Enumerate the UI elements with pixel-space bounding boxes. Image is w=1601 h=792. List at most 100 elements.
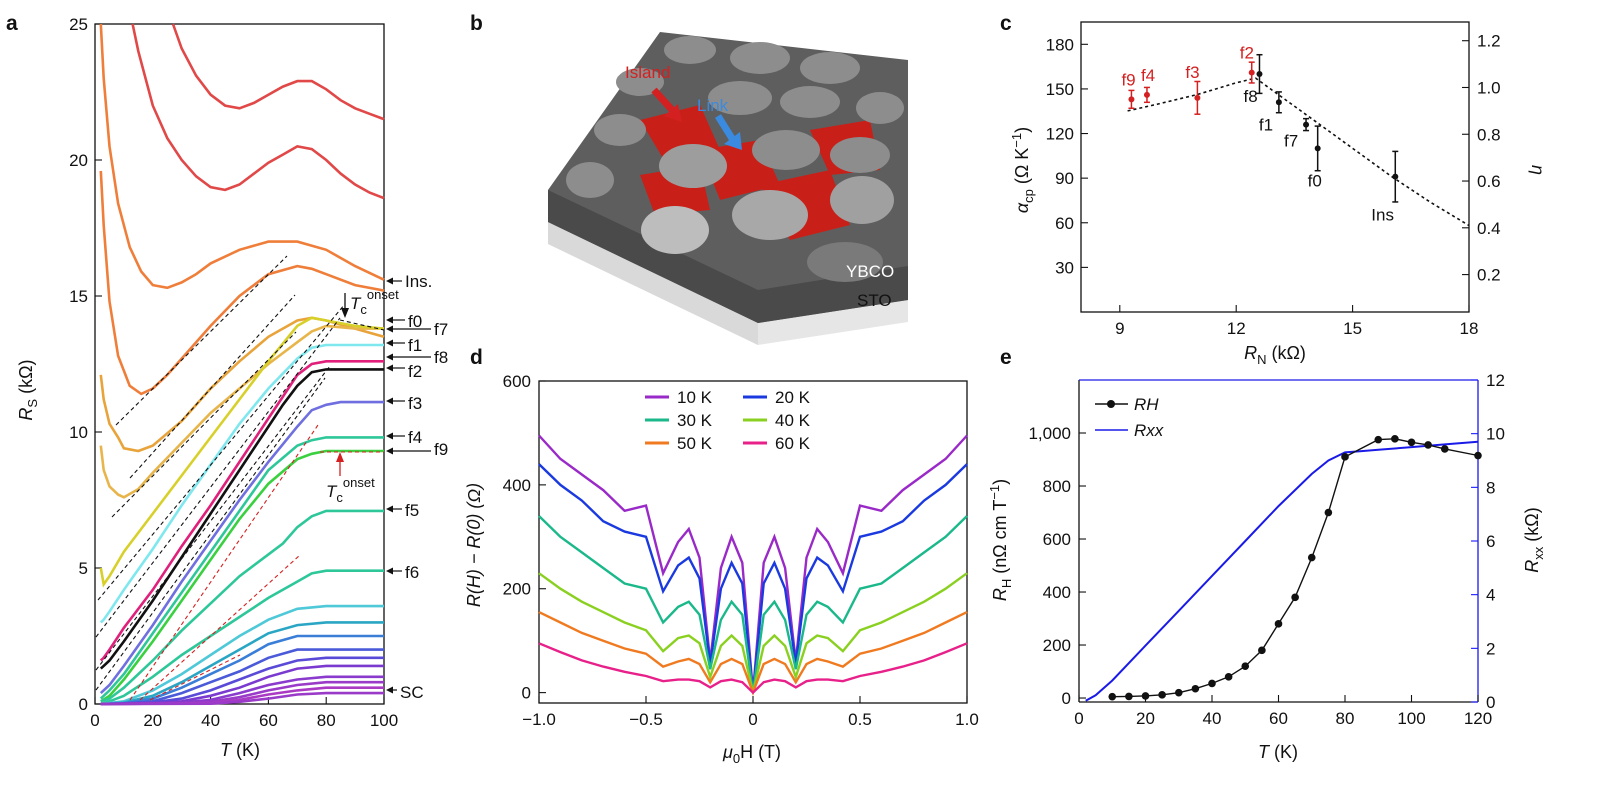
panel-a-y-ticks: 0 5 10 15 20 25 [69,15,102,714]
curve-label-arrowhead [386,432,393,440]
data-point [1392,173,1399,180]
rs-curve [100,621,384,706]
rh-point [1474,451,1482,460]
curve-label-arrowhead [386,505,393,513]
rs-curve [100,569,384,706]
panel-a-axes-frame [94,23,385,705]
panel-e-legend: RH Rxx [1095,395,1164,440]
legend-label: 30 K [677,411,713,430]
rh-point [1224,673,1233,681]
tc-onset-arrow-top [341,293,349,318]
curve-label-arrowhead [386,353,393,361]
link-arrow [715,114,742,150]
curve-label-SC: SC [400,683,424,702]
data-point [1248,69,1255,76]
point-label: f1 [1259,115,1273,134]
rs-curve [99,360,384,662]
panel-c-letter: c [1000,12,1012,35]
curve-label-arrowhead [386,325,393,333]
rs-curve [99,316,385,588]
y2-tick-label: 0.4 [1477,219,1501,238]
x-tick-label: 80 [317,711,336,730]
rh-curve [1112,438,1479,698]
legend-label: 50 K [677,434,713,453]
rh-point [1341,453,1349,461]
data-point [1143,91,1150,98]
sample-illustration: Island Link YBCO STO [548,32,908,345]
curve-label-f0: f0 [408,312,422,331]
rh-point [1391,435,1399,443]
panel-d-curves [538,434,968,697]
panel-c-axes-frame [1080,21,1470,313]
panel-d-x-ticks: −1.0 −0.5 0 0.5 1.0 [522,696,979,729]
data-point [1194,94,1201,101]
y-tick-label: 600 [503,372,531,391]
island-arrow [651,87,682,122]
panel-e-x-label: T (K) [1258,742,1298,762]
rh-point [1108,692,1117,701]
rh-point [1208,679,1216,688]
legend-label-rh: RH [1134,395,1159,414]
point-label: f8 [1243,87,1257,106]
hole-array [566,36,904,282]
curve-label-Ins: Ins. [405,272,432,291]
rs-curve [100,634,384,706]
panel-c-x-ticks: 9 12 15 18 [1115,305,1478,338]
y2-tick-label: 1.0 [1477,78,1501,97]
rs-curve [100,691,384,706]
curve-label-arrowhead [386,447,393,455]
y-tick-label: 600 [1043,530,1071,549]
curve-label-f6: f6 [405,563,419,582]
magnetoresistance-curve [538,434,968,693]
rs-curve [100,604,384,706]
x-tick-label: 12 [1227,319,1246,338]
y2-tick-label: 2 [1486,639,1495,658]
point-label: Ins [1371,206,1394,225]
x-tick-label: 0 [748,710,757,729]
sto-substrate [548,222,908,345]
rh-point [1158,691,1166,699]
panel-d-y-ticks: 0 200 400 600 [503,372,546,703]
rh-point [1407,438,1416,447]
panel-a-x-ticks: 0 20 40 60 80 100 [90,697,398,730]
panel-a-curve-labels: Ins. f0 f7 f1 f8 f2 f3 f4 f9 f5 f6 SC [386,272,448,702]
x-tick-label: 40 [1203,709,1222,728]
panel-c: c 9 12 15 18 30 60 90 120 150 180 0.2 0.4 0.6 0.8 1.… [1000,12,1548,367]
x-tick-label: −1.0 [522,710,556,729]
panel-d: d −1.0 −0.5 0 0.5 1.0 0 200 400 600 10 K 20 K 30 … [464,346,979,766]
panel-e-x-ticks: 0 20 40 60 80 100 120 [1074,695,1492,728]
rs-curve [99,400,384,695]
x-tick-label: 100 [370,711,398,730]
panel-d-axes-frame [538,380,968,704]
y-tick-label: 0 [1062,689,1071,708]
y2-tick-label: 0.8 [1477,125,1501,144]
y-tick-label: 0 [522,684,531,703]
x-tick-label: 40 [201,711,220,730]
y-tick-label: 1,000 [1028,424,1071,443]
rs-curve [171,23,385,121]
x-tick-label: 9 [1115,319,1124,338]
magnetoresistance-curve [538,572,968,693]
curve-label-arrowhead [386,567,393,575]
rh-point [1291,593,1299,602]
point-label: f7 [1284,132,1298,151]
legend-label: 40 K [775,411,811,430]
x-tick-label: 60 [1269,709,1288,728]
rh-point [1191,684,1200,693]
y-tick-label: 200 [503,580,531,599]
y-tick-label: 120 [1046,125,1074,144]
rh-point [1307,553,1316,562]
curve-label-f2: f2 [408,362,422,381]
panel-e-y-label: RH (nΩ cm T−1) [987,479,1014,601]
x-tick-label: 20 [1136,709,1155,728]
rh-point [1174,688,1183,697]
panel-c-x-label: RN (kΩ) [1244,343,1306,367]
curve-label-f8: f8 [434,348,448,367]
rs-curve [99,343,384,624]
x-tick-label: 120 [1464,709,1492,728]
data-point [1275,99,1282,106]
sto-label: STO [857,291,892,310]
panel-c-y-ticks: 30 60 90 120 150 180 [1046,35,1088,277]
rs-curve [131,23,385,200]
curve-label-f9: f9 [434,440,448,459]
